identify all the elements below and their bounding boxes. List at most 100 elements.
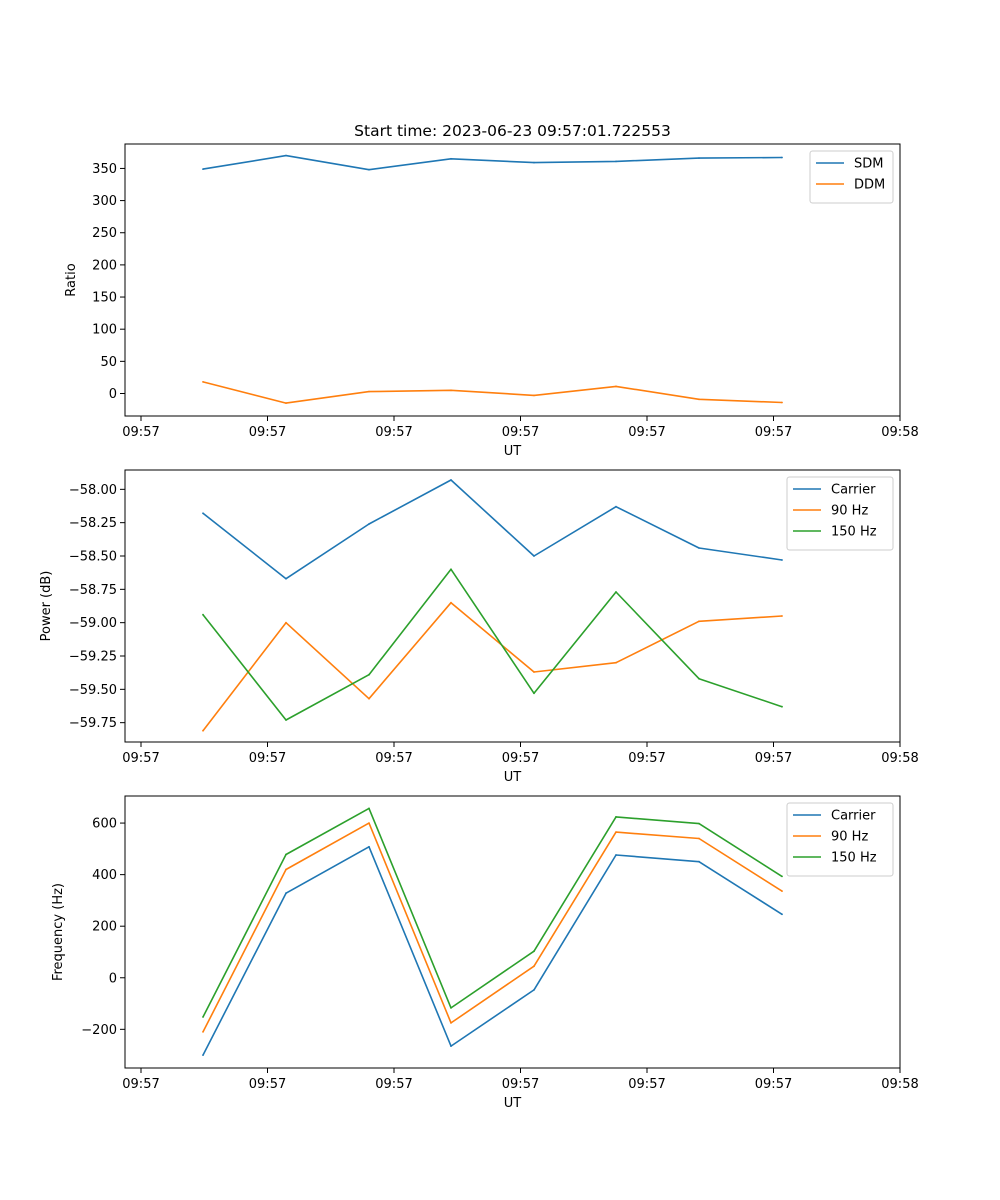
- y-tick-label: −58.25: [69, 516, 117, 531]
- x-axis-label: UT: [504, 1096, 522, 1111]
- data-point: [781, 156, 783, 159]
- legend-entry: 150 Hz: [831, 525, 877, 540]
- data-point: [698, 398, 700, 401]
- data-point: [450, 1007, 452, 1009]
- data-point: [533, 394, 535, 397]
- axes-frame: [124, 143, 901, 417]
- y-tick-label: 200: [92, 258, 117, 273]
- legend-entry: 90 Hz: [831, 830, 868, 845]
- y-tick-label: 100: [92, 323, 117, 338]
- data-point: [368, 673, 370, 676]
- y-tick-label: 300: [92, 194, 117, 209]
- data-point: [368, 390, 370, 393]
- data-point: [202, 1016, 204, 1018]
- data-point: [781, 890, 783, 892]
- data-point: [615, 385, 617, 388]
- data-point: [533, 965, 535, 968]
- legend-entry: 90 Hz: [831, 504, 868, 519]
- y-tick-label: 250: [92, 226, 117, 241]
- data-point: [285, 853, 287, 856]
- x-axis-label: UT: [504, 770, 522, 785]
- series-line-2: [202, 381, 783, 404]
- series-line-1: [202, 154, 783, 171]
- chart-panels: 09:57 09:57 09:57 09:57 09:57 09:57 09:58 0 50 10…: [39, 143, 919, 1111]
- x-tick-label: 09:57: [375, 425, 412, 440]
- x-tick-label: 09:57: [122, 1077, 159, 1092]
- y-tick-label: 0: [109, 971, 117, 986]
- data-point: [450, 1022, 452, 1024]
- y-tick-label: −58.50: [69, 550, 117, 565]
- legend-entry: SDM: [854, 157, 883, 172]
- chart-panel-2: 09:57 09:57 09:57 09:57 09:57 09:57 09:58 −59.7…: [39, 469, 919, 785]
- y-tick-label: 150: [92, 291, 117, 306]
- legend: SDM DDM: [809, 150, 894, 204]
- x-tick-label: 09:58: [881, 1077, 918, 1092]
- x-tick-label: 09:57: [755, 425, 792, 440]
- data-point: [781, 401, 783, 404]
- data-point: [202, 381, 204, 383]
- axes-frame: [124, 795, 901, 1069]
- series-line-3: [202, 807, 783, 1018]
- series-line-1: [202, 845, 783, 1056]
- data-point: [698, 157, 700, 160]
- y-tick-label: −58.00: [69, 483, 117, 498]
- data-point: [698, 547, 700, 549]
- data-point: [698, 822, 700, 825]
- data-point: [368, 697, 370, 700]
- legend-entry: Carrier: [831, 809, 876, 824]
- x-tick-label: 09:57: [628, 425, 665, 440]
- data-point: [533, 989, 535, 991]
- legend-entry: 150 Hz: [831, 851, 877, 866]
- data-point: [533, 555, 535, 557]
- x-tick-label: 09:58: [881, 425, 918, 440]
- series-line-1: [202, 479, 783, 580]
- y-tick-label: 0: [109, 387, 117, 402]
- data-point: [615, 505, 617, 508]
- x-tick-label: 09:57: [502, 425, 539, 440]
- legend-box: [809, 150, 894, 204]
- data-point: [698, 677, 700, 680]
- axes-frame: [124, 469, 901, 743]
- y-axis-label: Ratio: [64, 263, 79, 296]
- y-tick-label: −200: [81, 1023, 117, 1038]
- data-point: [781, 913, 783, 916]
- data-point: [285, 868, 287, 871]
- x-tick-label: 09:57: [122, 751, 159, 766]
- series-line-2: [202, 601, 783, 732]
- data-point: [202, 168, 204, 171]
- data-point: [285, 154, 287, 157]
- y-tick-label: −59.25: [69, 650, 117, 665]
- legend-entry: Carrier: [831, 483, 876, 498]
- chart-panel-3: 09:57 09:57 09:57 09:57 09:57 09:57 09:58 −200 0…: [51, 795, 919, 1111]
- data-point: [368, 168, 370, 171]
- data-point: [450, 389, 452, 392]
- data-point: [781, 615, 783, 617]
- y-tick-label: 600: [92, 817, 117, 832]
- data-point: [450, 479, 452, 481]
- data-point: [615, 591, 617, 593]
- data-point: [781, 875, 783, 878]
- x-tick-label: 09:57: [249, 425, 286, 440]
- data-point: [202, 1054, 204, 1056]
- data-point: [698, 620, 700, 623]
- data-point: [202, 512, 204, 515]
- y-tick-label: 350: [92, 162, 117, 177]
- x-tick-label: 09:57: [375, 1077, 412, 1092]
- y-axis-label: Power (dB): [39, 571, 54, 642]
- series-line-2: [202, 822, 783, 1033]
- data-point: [368, 845, 370, 848]
- data-point: [285, 621, 287, 624]
- series-line-3: [202, 568, 783, 721]
- data-point: [450, 601, 452, 604]
- data-point: [202, 729, 204, 732]
- data-point: [533, 161, 535, 164]
- data-point: [533, 950, 535, 953]
- data-point: [450, 1045, 452, 1047]
- x-tick-label: 09:57: [628, 751, 665, 766]
- data-point: [368, 807, 370, 810]
- data-point: [202, 1031, 204, 1033]
- x-tick-label: 09:57: [375, 751, 412, 766]
- y-tick-label: −59.75: [69, 716, 117, 731]
- data-point: [615, 160, 617, 163]
